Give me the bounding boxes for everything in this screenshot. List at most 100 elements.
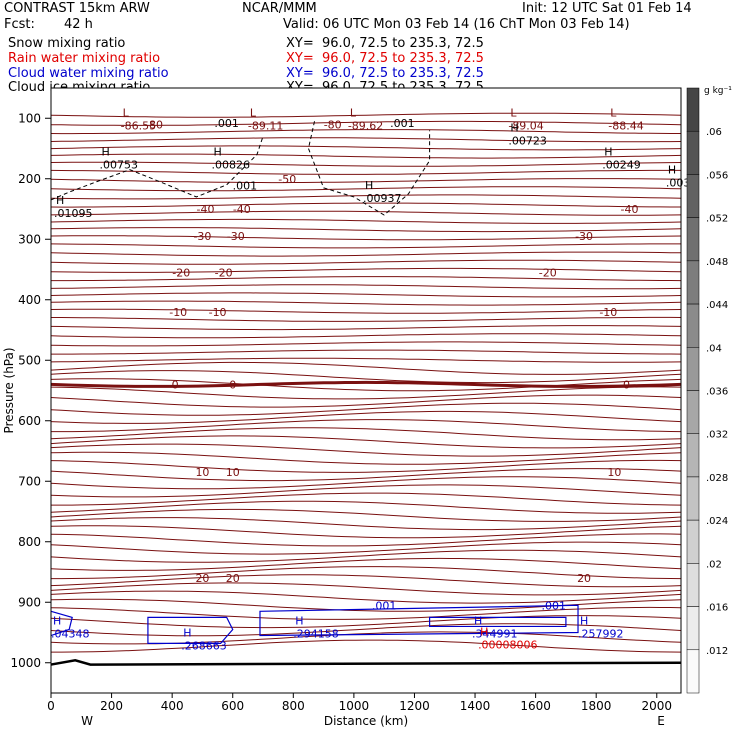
isotherm-line [50, 451, 682, 465]
x-tick-label: 1400 [460, 699, 491, 713]
contour-value-label: .001 [214, 117, 239, 130]
isotherm-line [50, 525, 682, 539]
fcst-label: Fcst: [4, 17, 35, 32]
x-tick-label: 1200 [399, 699, 430, 713]
isotherm-line [50, 598, 682, 612]
isotherm-line [50, 623, 682, 637]
isotherm-line [50, 153, 682, 159]
colorbar-tick-label: .032 [706, 430, 728, 441]
isotherm-label: 10 [607, 466, 621, 479]
extremum-marker: L [610, 106, 617, 119]
zero-isotherm [50, 380, 682, 388]
isotherm-line [50, 218, 682, 224]
extremum-value: -89.62 [348, 119, 383, 132]
extremum-value: .294158 [293, 627, 339, 640]
org-label: NCAR/MMM [242, 1, 317, 16]
isotherm-label: 20 [226, 572, 240, 585]
colorbar-segment [686, 87, 700, 132]
y-axis-title: Pressure (hPa) [2, 347, 16, 433]
isotherm-line [50, 606, 682, 620]
isotherm-line [50, 202, 681, 208]
plot-frame [50, 87, 682, 694]
isotherm-line [50, 370, 682, 384]
isotherm-line [50, 120, 682, 126]
x-tick-label: 1600 [520, 699, 551, 713]
extremum-marker: H [214, 146, 222, 159]
colorbar-tick-label: .048 [706, 257, 728, 268]
isotherm-line [50, 582, 682, 596]
isotherm-line [50, 357, 682, 363]
isotherm-line [50, 508, 682, 522]
isotherm-label: 20 [195, 572, 209, 585]
isotherm-line [50, 402, 682, 416]
isotherm-line [50, 161, 682, 167]
contour-value-label: .001 [233, 179, 258, 192]
contour-value-label: .001 [372, 599, 397, 612]
east-label: E [657, 714, 665, 728]
field-name-cloud-water: Cloud water mixing ratio [8, 66, 169, 81]
isotherm-line [50, 394, 682, 408]
colorbar-segment [686, 606, 700, 651]
x-axis-title: Distance (km) [324, 714, 408, 728]
isotherm-line [50, 427, 682, 441]
extremum-marker: L [350, 106, 357, 119]
cloud-water-contour [429, 616, 567, 628]
isotherm-line [50, 186, 682, 192]
isotherm-label: -10 [209, 306, 227, 319]
isotherm-label: -40 [621, 203, 639, 216]
isotherm-line [50, 574, 682, 588]
extremum-value: .00937 [363, 192, 402, 205]
extremum-value: .01095 [54, 207, 93, 220]
isotherm-line [50, 378, 682, 392]
isotherm-line [50, 615, 682, 629]
isotherm-line [51, 566, 682, 580]
cloud-water-contour [50, 610, 73, 637]
west-label: W [81, 714, 93, 728]
colorbar-tick-label: .044 [706, 300, 728, 311]
extremum-marker: H [365, 179, 373, 192]
isotherm-label: -20 [539, 267, 557, 280]
x-tick-label: 400 [161, 699, 184, 713]
extremum-value: -88.44 [608, 119, 643, 132]
y-tick-label: 900 [18, 595, 41, 609]
colorbar-tick-label: .052 [706, 214, 728, 225]
extremum-value: .04348 [51, 627, 90, 640]
extremum-value: -89.04 [508, 119, 543, 132]
extremum-value: -86.55 [121, 119, 156, 132]
isotherm-label: 20 [577, 572, 591, 585]
isotherm-line [50, 386, 682, 400]
isotherm-line [50, 169, 681, 175]
extremum-marker: H [56, 194, 64, 207]
isotherm-line [50, 549, 682, 563]
colorbar-tick-label: .016 [706, 603, 728, 614]
isotherm-line [50, 341, 682, 347]
isotherm-label: -30 [575, 230, 593, 243]
colorbar-tick-label: .02 [706, 559, 722, 570]
isotherm-line [50, 243, 681, 249]
y-tick-label: 100 [18, 111, 41, 125]
isotherm-line [50, 484, 682, 498]
extremum-value: .344991 [472, 627, 518, 640]
isotherm-line [51, 349, 682, 355]
extremum-value: .257992 [578, 627, 624, 640]
isotherm-label: -50 [278, 173, 296, 186]
colorbar-unit: g kg⁻¹ [704, 86, 732, 96]
isotherm-line [50, 137, 682, 143]
y-tick-label: 500 [18, 353, 41, 367]
colorbar-segment [686, 649, 700, 694]
isotherm-line [50, 410, 682, 424]
field-xy-snow: XY= 96.0, 72.5 to 235.3, 72.5 [286, 36, 484, 51]
y-tick-label: 600 [18, 414, 41, 428]
extremum-marker: L [250, 106, 257, 119]
colorbar-segment [686, 347, 700, 391]
isotherm-line [50, 459, 682, 473]
colorbar-segment [686, 519, 700, 564]
colorbar-segment [686, 174, 700, 218]
extremum-value: -89.11 [248, 119, 283, 132]
extremum-value: .00249 [602, 159, 641, 172]
isotherm-line [51, 639, 682, 653]
extremum-marker: H [101, 146, 109, 159]
extremum-marker: L [510, 106, 517, 119]
contour-value-label: .001 [542, 599, 567, 612]
